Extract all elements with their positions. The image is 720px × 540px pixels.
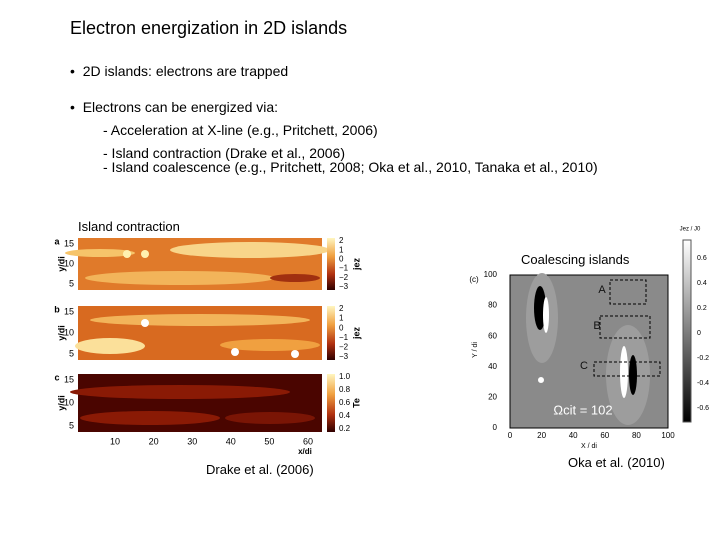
colorbar-tick-label: -0.4	[697, 380, 709, 387]
colorbar-tick-label: 0	[697, 330, 701, 337]
x-tick-label: 50	[264, 436, 274, 446]
colorbar-tick-label: 0.6	[339, 398, 351, 407]
colorbar-tick-label: 0	[339, 255, 344, 264]
y-tick-label: 100	[484, 270, 498, 279]
colorbar-label: Te	[351, 398, 361, 408]
x-tick-label: 20	[149, 436, 159, 446]
colorbar-tick-label: 0.4	[697, 280, 707, 287]
x-tick-label: 20	[537, 431, 546, 440]
axis-label: y/di	[56, 325, 66, 341]
bullet: • 2D islands: electrons are trapped	[70, 63, 289, 79]
colorbar-tick-label: 0	[339, 323, 344, 332]
y-tick-label: 20	[488, 393, 497, 402]
panel-letter: a	[54, 236, 60, 246]
y-tick-label: 15	[64, 238, 74, 248]
colorbar-label: jez	[351, 327, 361, 341]
axis-label: x/di	[298, 447, 312, 456]
slide-title: Electron energization in 2D islands	[70, 18, 348, 38]
sub-item: - Acceleration at X-line (e.g., Pritchet…	[103, 122, 378, 138]
y-tick-label: 0	[493, 423, 498, 432]
colorbar-label: Jez / J0	[680, 227, 701, 233]
colorbar-tick-label: 1	[339, 314, 344, 323]
y-tick-label: 15	[64, 306, 74, 316]
y-tick-label: 15	[64, 374, 74, 384]
y-tick-label: 80	[488, 301, 497, 310]
colorbar	[682, 239, 692, 423]
x-tick-label: 80	[632, 431, 641, 440]
y-tick-label: 5	[69, 348, 74, 358]
colorbar-tick-label: −1	[339, 264, 349, 273]
figure-caption: Drake et al. (2006)	[206, 462, 314, 477]
colorbar-tick-label: 2	[339, 304, 344, 313]
x-tick-label: 0	[508, 431, 513, 440]
sub-item: - Island contraction (Drake et al., 2006…	[103, 145, 346, 161]
panel-b-image	[75, 306, 322, 360]
box-label: B	[593, 320, 600, 332]
colorbar-tick-label: 2	[339, 236, 344, 245]
y-tick-label: 5	[69, 420, 74, 430]
colorbar	[327, 374, 335, 432]
colorbar-tick-label: -0.2	[697, 355, 709, 362]
figure-label: Island contraction	[78, 219, 180, 234]
colorbar-tick-label: 0.2	[697, 305, 707, 312]
colorbar-tick-label: −3	[339, 352, 349, 361]
y-tick-label: 40	[488, 362, 497, 371]
panel-letter: b	[54, 304, 60, 314]
colorbar-tick-label: 1.0	[339, 372, 351, 381]
bullet-text: 2D islands: electrons are trapped	[82, 63, 289, 79]
right-panel-image	[509, 273, 669, 429]
y-tick-label: 10	[64, 258, 74, 268]
colorbar-label: jez	[351, 258, 361, 272]
colorbar-tick-label: −2	[339, 273, 349, 282]
colorbar-tick-label: 0.8	[339, 385, 351, 394]
box-label: C	[580, 360, 588, 372]
colorbar-tick-label: 1	[339, 245, 344, 254]
colorbar-tick-label: −1	[339, 333, 349, 342]
panel-c-image	[70, 374, 322, 432]
x-tick-label: 60	[600, 431, 609, 440]
x-tick-label: 10	[110, 436, 120, 446]
axis-label: y/di	[56, 395, 66, 411]
panel-a-image	[65, 238, 330, 290]
figure-label: Coalescing islands	[521, 252, 630, 267]
x-tick-label: 60	[303, 436, 313, 446]
bullet-text: Electrons can be energized via:	[82, 99, 279, 115]
x-tick-label: 30	[187, 436, 197, 446]
panel-letter: (c)	[469, 275, 479, 284]
colorbar-tick-label: −2	[339, 343, 349, 352]
x-tick-label: 100	[661, 431, 675, 440]
y-tick-label: 10	[64, 397, 74, 407]
x-tick-label: 40	[226, 436, 236, 446]
colorbar	[327, 306, 335, 360]
axis-label: X / di	[581, 443, 597, 450]
colorbar-tick-label: 0.2	[339, 424, 351, 433]
colorbar-tick-label: 0.6	[697, 255, 707, 262]
box-label: A	[598, 284, 606, 296]
y-tick-label: 10	[64, 327, 74, 337]
y-tick-label: 5	[69, 278, 74, 288]
colorbar	[327, 238, 335, 290]
time-label: Ωcit = 102	[553, 402, 612, 417]
y-tick-label: 60	[488, 331, 497, 340]
sub-item: - Island coalescence (e.g., Pritchett, 2…	[103, 159, 598, 175]
colorbar-tick-label: 0.4	[339, 411, 351, 420]
x-tick-label: 40	[569, 431, 578, 440]
figure-caption: Oka et al. (2010)	[568, 455, 665, 470]
panel-letter: c	[54, 372, 59, 382]
axis-label: y/di	[56, 256, 66, 272]
bullet: • Electrons can be energized via:	[70, 99, 279, 115]
colorbar-tick-label: −3	[339, 282, 349, 291]
axis-label: Y / di	[472, 342, 479, 358]
colorbar-tick-label: -0.6	[697, 405, 709, 412]
